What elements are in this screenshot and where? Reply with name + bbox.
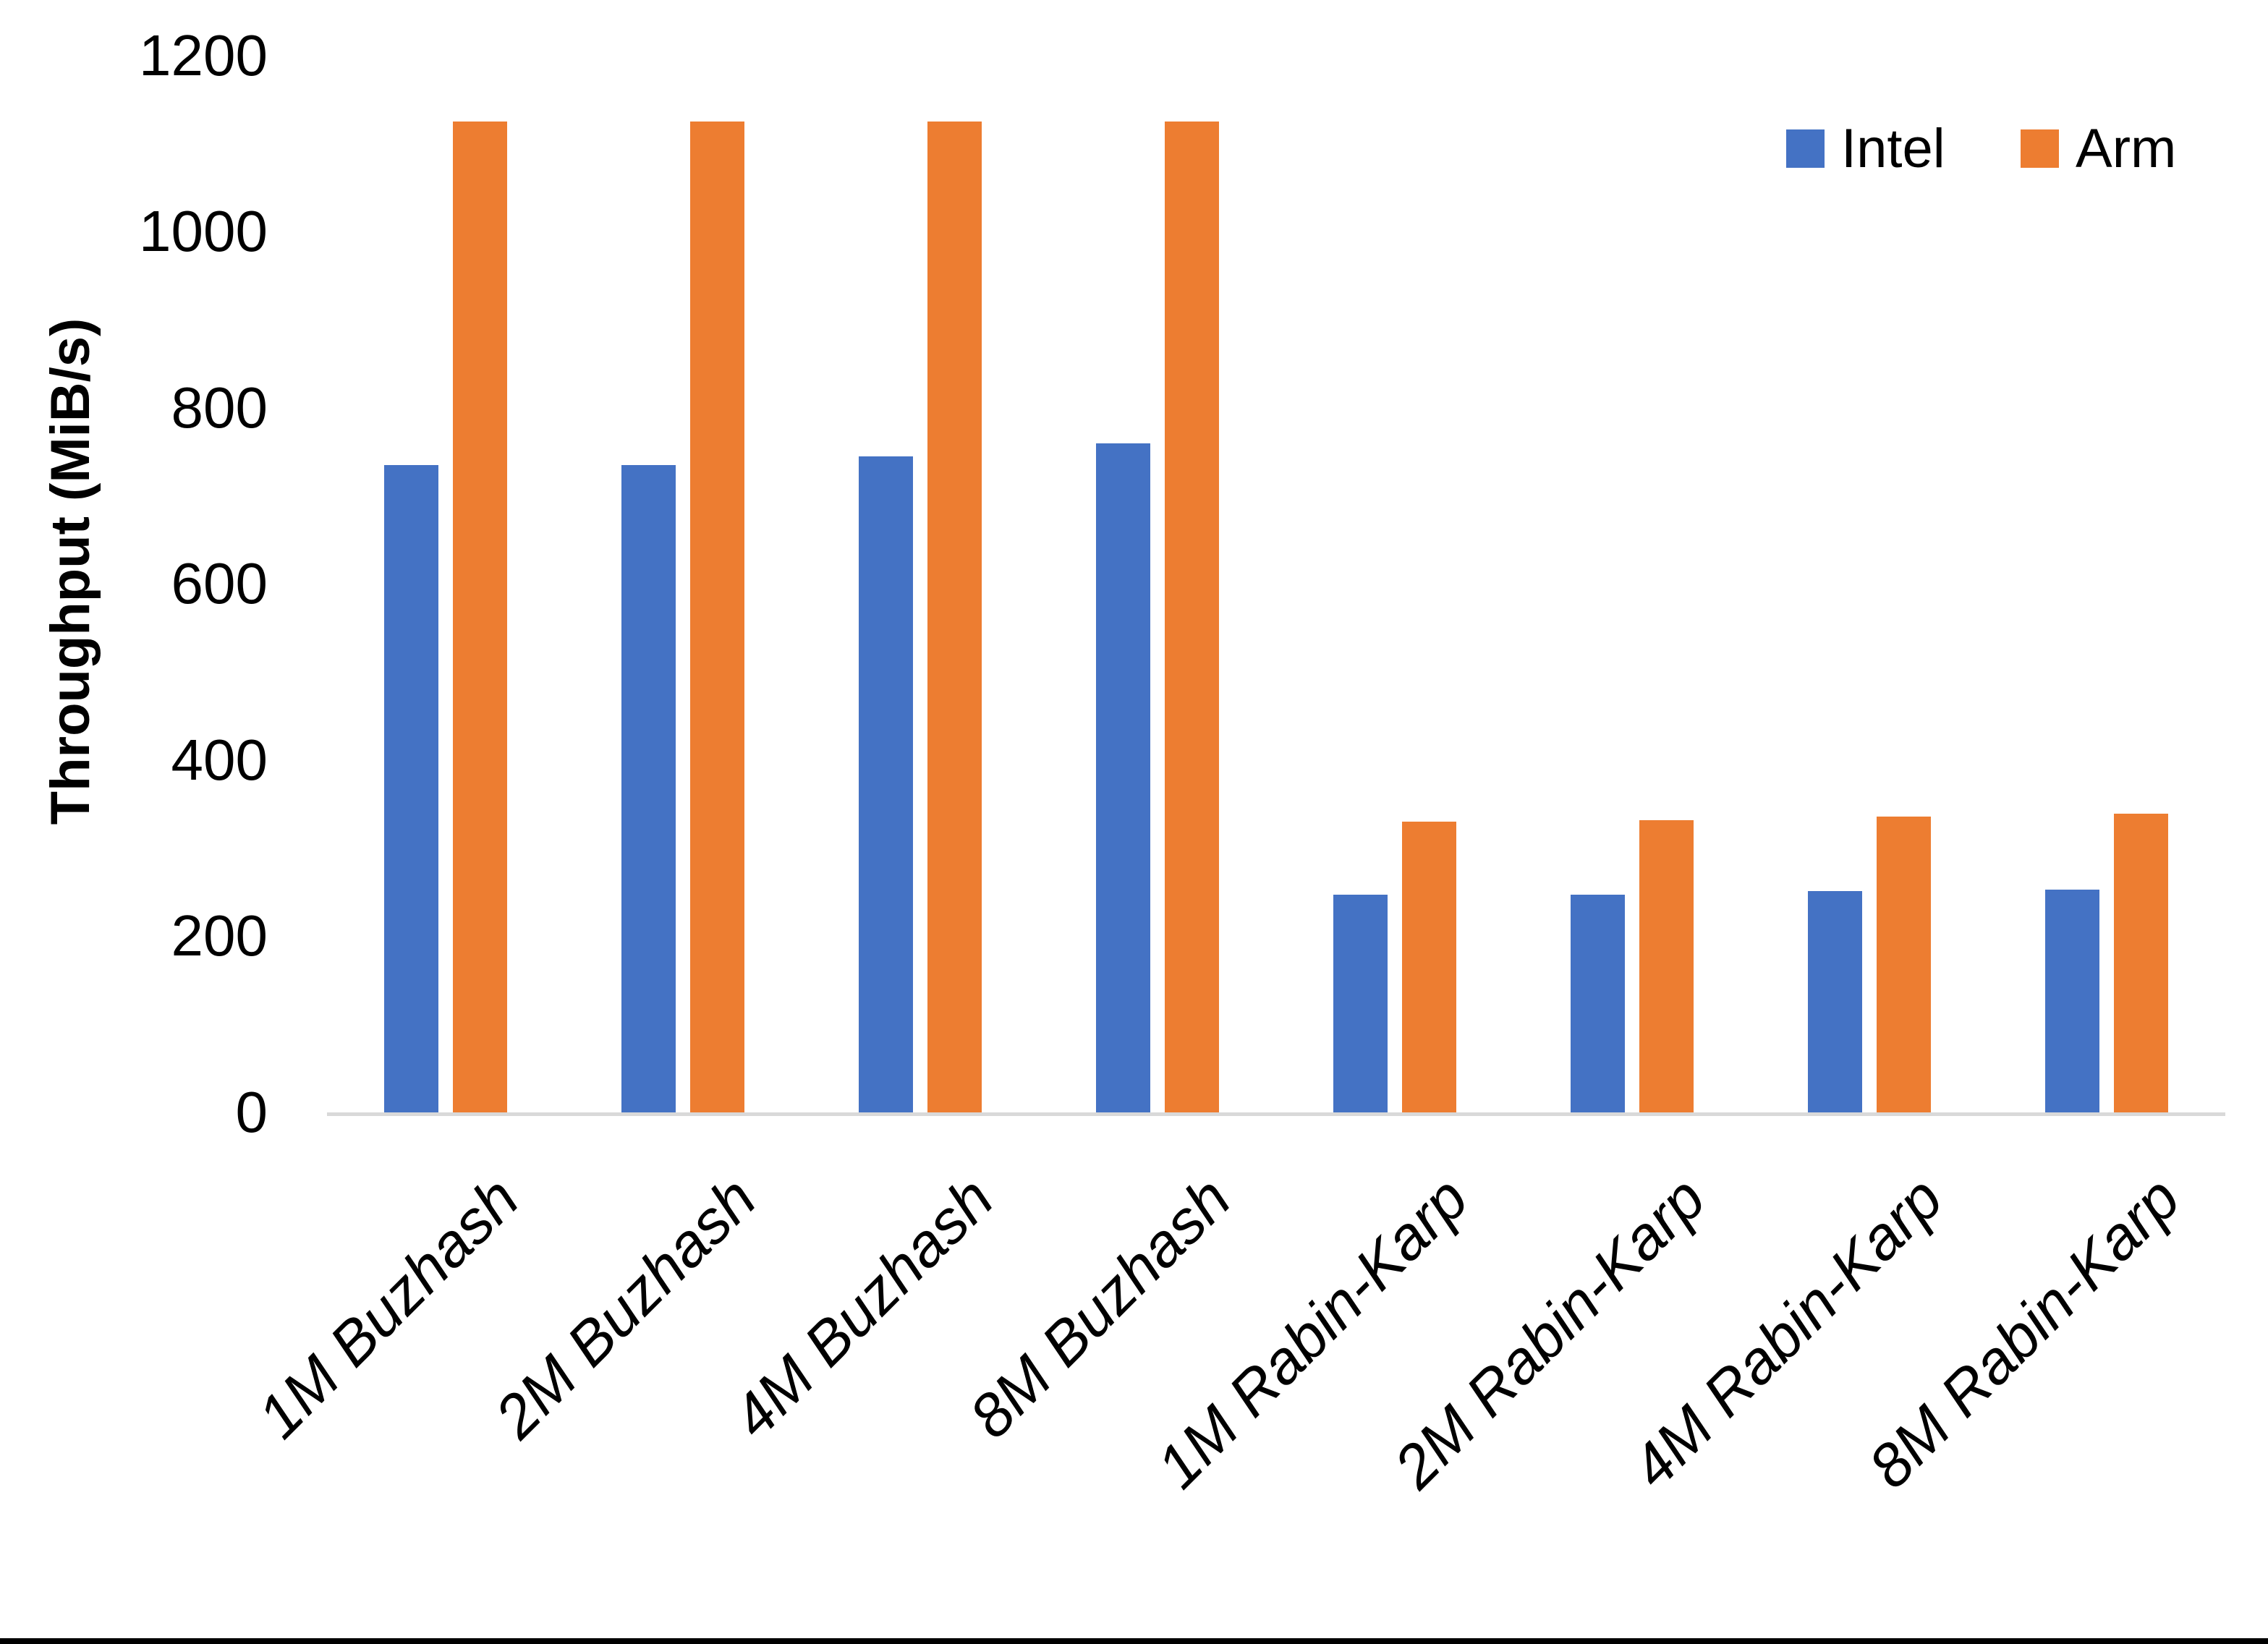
bottom-border xyxy=(0,1638,2268,1644)
bar-arm-2m-buzhash xyxy=(690,122,744,1112)
legend-swatch-arm xyxy=(2021,129,2059,168)
bar-intel-2m-buzhash xyxy=(621,465,676,1112)
bar-arm-2m-rabin-karp xyxy=(1639,820,1694,1112)
bar-intel-8m-rabin-karp xyxy=(2045,890,2099,1112)
bar-intel-4m-buzhash xyxy=(859,456,913,1112)
y-tick-label-1200: 1200 xyxy=(139,22,268,88)
legend-label-intel: Intel xyxy=(1841,118,1945,179)
bar-arm-1m-rabin-karp xyxy=(1402,822,1456,1112)
x-category-label-1m-buzhash: 1M Buzhash xyxy=(245,1164,532,1451)
bar-intel-2m-rabin-karp xyxy=(1571,895,1625,1112)
bar-arm-1m-buzhash xyxy=(453,122,507,1112)
bar-intel-8m-buzhash xyxy=(1096,443,1150,1112)
y-tick-label-200: 200 xyxy=(171,903,268,968)
bar-intel-4m-rabin-karp xyxy=(1808,891,1862,1112)
bar-arm-8m-rabin-karp xyxy=(2114,814,2168,1112)
legend-label-arm: Arm xyxy=(2076,118,2177,179)
bar-arm-4m-rabin-karp xyxy=(1877,817,1931,1112)
bar-intel-1m-buzhash xyxy=(384,465,438,1112)
y-tick-label-800: 800 xyxy=(171,375,268,440)
legend-swatch-intel xyxy=(1786,129,1825,168)
bar-arm-8m-buzhash xyxy=(1165,122,1219,1112)
bar-arm-4m-buzhash xyxy=(927,122,982,1112)
y-tick-label-1000: 1000 xyxy=(139,199,268,264)
y-tick-label-400: 400 xyxy=(171,727,268,792)
y-tick-label-600: 600 xyxy=(171,551,268,616)
bar-intel-1m-rabin-karp xyxy=(1333,895,1388,1112)
y-tick-label-0: 0 xyxy=(235,1080,268,1144)
x-axis-line xyxy=(327,1112,2225,1116)
